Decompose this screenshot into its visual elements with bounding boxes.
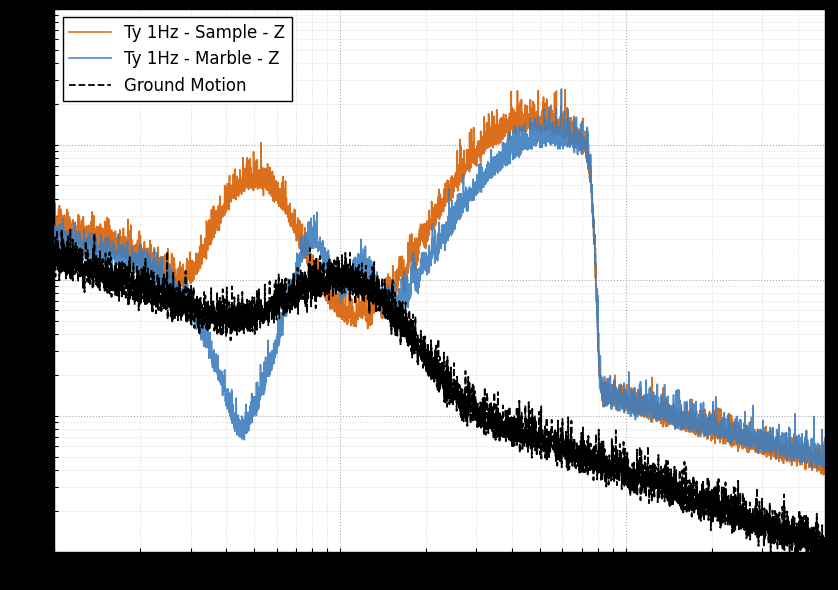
Ground Motion — [49, 263, 59, 270]
Ty 1Hz - Sample - Z — [512, 106, 522, 113]
Ty 1Hz - Marble - Z — [344, 270, 354, 277]
Ty 1Hz - Sample - Z — [551, 120, 561, 127]
Ty 1Hz - Marble - Z — [551, 137, 561, 145]
Ty 1Hz - Marble - Z — [625, 402, 635, 409]
Ty 1Hz - Sample - Z — [344, 314, 354, 322]
Ground Motion — [684, 497, 694, 504]
Ty 1Hz - Sample - Z — [49, 230, 59, 237]
Ground Motion — [512, 442, 522, 450]
Ty 1Hz - Marble - Z — [512, 146, 522, 153]
Legend: Ty 1Hz - Sample - Z, Ty 1Hz - Marble - Z, Ground Motion: Ty 1Hz - Sample - Z, Ty 1Hz - Marble - Z… — [63, 17, 292, 101]
Ty 1Hz - Marble - Z — [820, 448, 830, 455]
Ty 1Hz - Marble - Z — [49, 234, 59, 241]
Ground Motion — [813, 562, 823, 569]
Ground Motion — [820, 558, 830, 565]
Line: Ty 1Hz - Marble - Z: Ty 1Hz - Marble - Z — [54, 89, 825, 468]
Ty 1Hz - Marble - Z — [189, 307, 199, 314]
Ty 1Hz - Sample - Z — [625, 393, 635, 400]
Ty 1Hz - Sample - Z — [560, 86, 570, 93]
Ground Motion — [551, 458, 561, 465]
Ground Motion — [625, 478, 635, 485]
Ty 1Hz - Marble - Z — [556, 86, 566, 93]
Line: Ty 1Hz - Sample - Z: Ty 1Hz - Sample - Z — [54, 90, 825, 475]
Ground Motion — [189, 303, 199, 310]
Ty 1Hz - Sample - Z — [684, 428, 694, 435]
Ground Motion — [344, 280, 354, 287]
Ty 1Hz - Sample - Z — [820, 466, 830, 473]
Ty 1Hz - Marble - Z — [811, 465, 821, 472]
Ty 1Hz - Sample - Z — [189, 268, 199, 276]
Line: Ground Motion: Ground Motion — [54, 230, 825, 566]
Ty 1Hz - Marble - Z — [684, 411, 694, 418]
Ty 1Hz - Sample - Z — [819, 471, 829, 478]
Ground Motion — [56, 226, 66, 233]
